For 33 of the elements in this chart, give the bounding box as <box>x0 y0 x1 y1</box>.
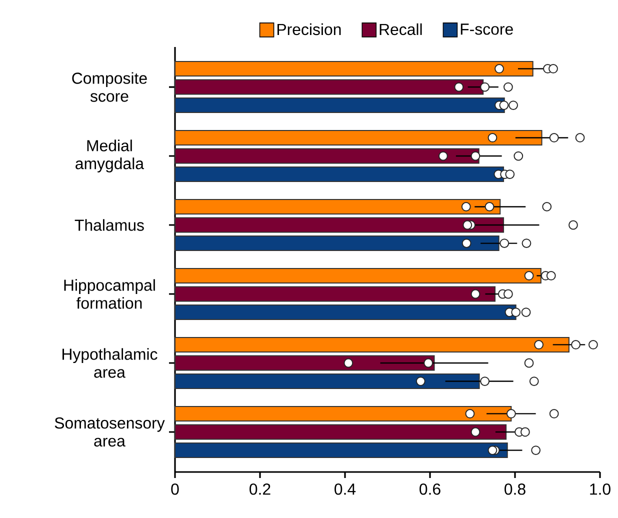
y-tick-label: Hippocampal formation <box>64 279 155 309</box>
legend-label: Precision <box>277 23 341 36</box>
bar <box>174 130 542 146</box>
x-tick-label: 0 <box>171 484 179 495</box>
bar <box>174 406 512 422</box>
bar <box>174 286 496 302</box>
legend-label: F-score <box>460 24 513 35</box>
legend-label: Recall <box>380 23 422 36</box>
x-tick-label: 0.4 <box>334 484 356 495</box>
y-tick-label: Composite score <box>72 72 147 102</box>
bar <box>174 304 516 320</box>
y-tick-label: Medial amygdala <box>76 140 144 172</box>
y-tick-label: Thalamus <box>74 219 144 231</box>
y-tick-label: Hypothalamic area <box>62 348 158 378</box>
bar <box>174 198 501 214</box>
x-tick-label: 0.8 <box>504 484 526 495</box>
x-tick-label: 1.0 <box>590 484 610 495</box>
bar <box>174 374 480 390</box>
bar <box>174 98 505 114</box>
x-tick-label: 0.2 <box>250 484 270 495</box>
y-tick-label: Somatosensory area <box>54 417 165 447</box>
bar <box>174 236 500 252</box>
bar <box>174 355 435 371</box>
bar <box>174 148 480 164</box>
bar <box>174 217 504 233</box>
bar <box>174 268 542 284</box>
bar <box>174 79 484 95</box>
bar <box>174 166 504 182</box>
bar <box>174 442 508 458</box>
bar <box>174 60 534 76</box>
bar <box>174 336 570 352</box>
bar <box>174 424 507 440</box>
x-tick-label: 0.6 <box>420 484 440 495</box>
